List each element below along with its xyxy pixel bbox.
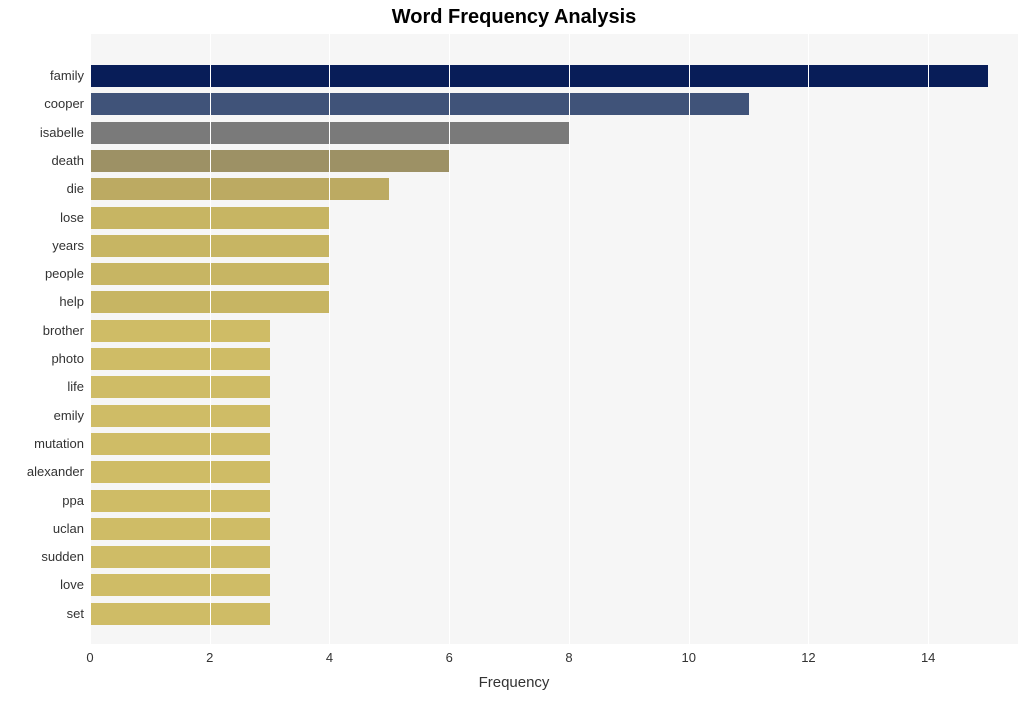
y-tick-label: ppa [0,490,84,512]
chart-title: Word Frequency Analysis [0,6,1028,29]
bar [90,490,270,512]
y-tick-label: mutation [0,433,84,455]
y-tick-label: family [0,65,84,87]
x-axis-title: Frequency [0,674,1028,691]
y-tick-label: isabelle [0,122,84,144]
bars-layer [90,34,1018,644]
y-tick-label: love [0,574,84,596]
x-tick-label: 0 [86,650,93,665]
x-tick-label: 2 [206,650,213,665]
y-tick-label: life [0,376,84,398]
bar [90,574,270,596]
bar [90,405,270,427]
x-tick-label: 12 [801,650,815,665]
grid-line [928,34,929,644]
bar [90,518,270,540]
bar [90,65,988,87]
y-tick-label: set [0,603,84,625]
y-tick-label: lose [0,207,84,229]
y-tick-label: alexander [0,461,84,483]
grid-line [90,34,91,644]
y-tick-label: cooper [0,93,84,115]
bar [90,376,270,398]
bar [90,603,270,625]
x-tick-label: 4 [326,650,333,665]
grid-line [569,34,570,644]
bar [90,461,270,483]
y-tick-label: death [0,150,84,172]
x-tick-label: 10 [681,650,695,665]
y-tick-label: photo [0,348,84,370]
y-tick-label: die [0,178,84,200]
x-tick-label: 14 [921,650,935,665]
x-tick-label: 6 [446,650,453,665]
bar [90,348,270,370]
grid-line [449,34,450,644]
x-tick-label: 8 [565,650,572,665]
bar [90,433,270,455]
chart-container: Word Frequency Analysis Frequency 0 2 4 6 8 1… [0,0,1028,701]
bar [90,178,389,200]
y-tick-label: help [0,291,84,313]
grid-line [689,34,690,644]
grid-line [329,34,330,644]
bar [90,546,270,568]
bar [90,93,749,115]
grid-line [808,34,809,644]
y-tick-label: uclan [0,518,84,540]
y-tick-label: people [0,263,84,285]
plot-area [90,34,1018,644]
bar [90,150,449,172]
y-tick-label: years [0,235,84,257]
grid-line [210,34,211,644]
bar [90,320,270,342]
y-tick-label: sudden [0,546,84,568]
y-tick-label: emily [0,405,84,427]
y-tick-label: brother [0,320,84,342]
